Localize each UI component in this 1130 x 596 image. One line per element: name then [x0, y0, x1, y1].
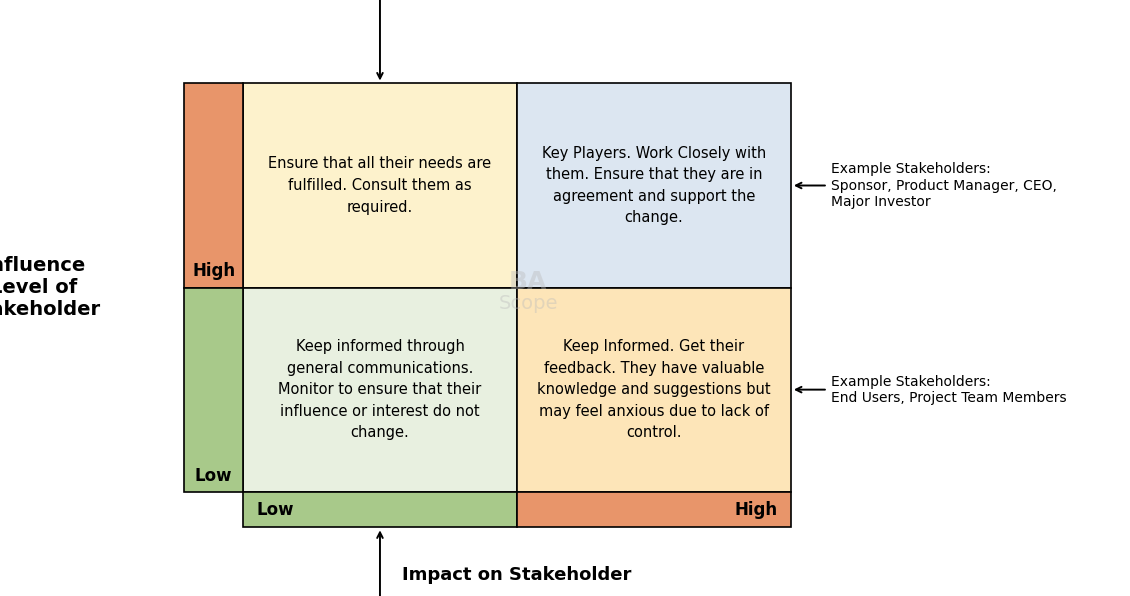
FancyBboxPatch shape [184, 83, 243, 288]
FancyBboxPatch shape [243, 288, 516, 492]
Text: Example Stakeholders:
End Users, Project Team Members: Example Stakeholders: End Users, Project… [796, 374, 1067, 405]
FancyBboxPatch shape [516, 83, 791, 288]
Text: Keep Informed. Get their
feedback. They have valuable
knowledge and suggestions : Keep Informed. Get their feedback. They … [537, 339, 771, 440]
FancyBboxPatch shape [243, 83, 516, 288]
FancyBboxPatch shape [184, 288, 243, 492]
Text: Impact on Stakeholder: Impact on Stakeholder [402, 566, 632, 584]
FancyBboxPatch shape [516, 492, 791, 527]
Text: Ensure that all their needs are
fulfilled. Consult them as
required.: Ensure that all their needs are fulfille… [269, 156, 492, 215]
Text: Low: Low [194, 467, 233, 485]
FancyBboxPatch shape [516, 288, 791, 492]
Text: Example Stakeholders:
Regulators, Technical Architects,
Industry Standards Assoc: Example Stakeholders: Regulators, Techni… [268, 0, 493, 79]
Text: Example Stakeholders:
Sponsor, Product Manager, CEO,
Major Investor: Example Stakeholders: Sponsor, Product M… [796, 162, 1057, 209]
Text: Influence
Level of
Stakeholder: Influence Level of Stakeholder [0, 256, 101, 319]
Text: Keep informed through
general communications.
Monitor to ensure that their
influ: Keep informed through general communicat… [278, 339, 481, 440]
Text: Example Stakeholders:
Suppliers, Project Management
Reporting Officers: Example Stakeholders: Suppliers, Project… [271, 532, 488, 596]
Text: Scope: Scope [498, 294, 558, 312]
Text: High: High [192, 262, 235, 281]
Text: Low: Low [257, 501, 294, 519]
Text: Key Players. Work Closely with
them. Ensure that they are in
agreement and suppo: Key Players. Work Closely with them. Ens… [542, 145, 766, 225]
Text: BA: BA [510, 269, 547, 294]
Text: High: High [734, 501, 777, 519]
FancyBboxPatch shape [243, 492, 516, 527]
